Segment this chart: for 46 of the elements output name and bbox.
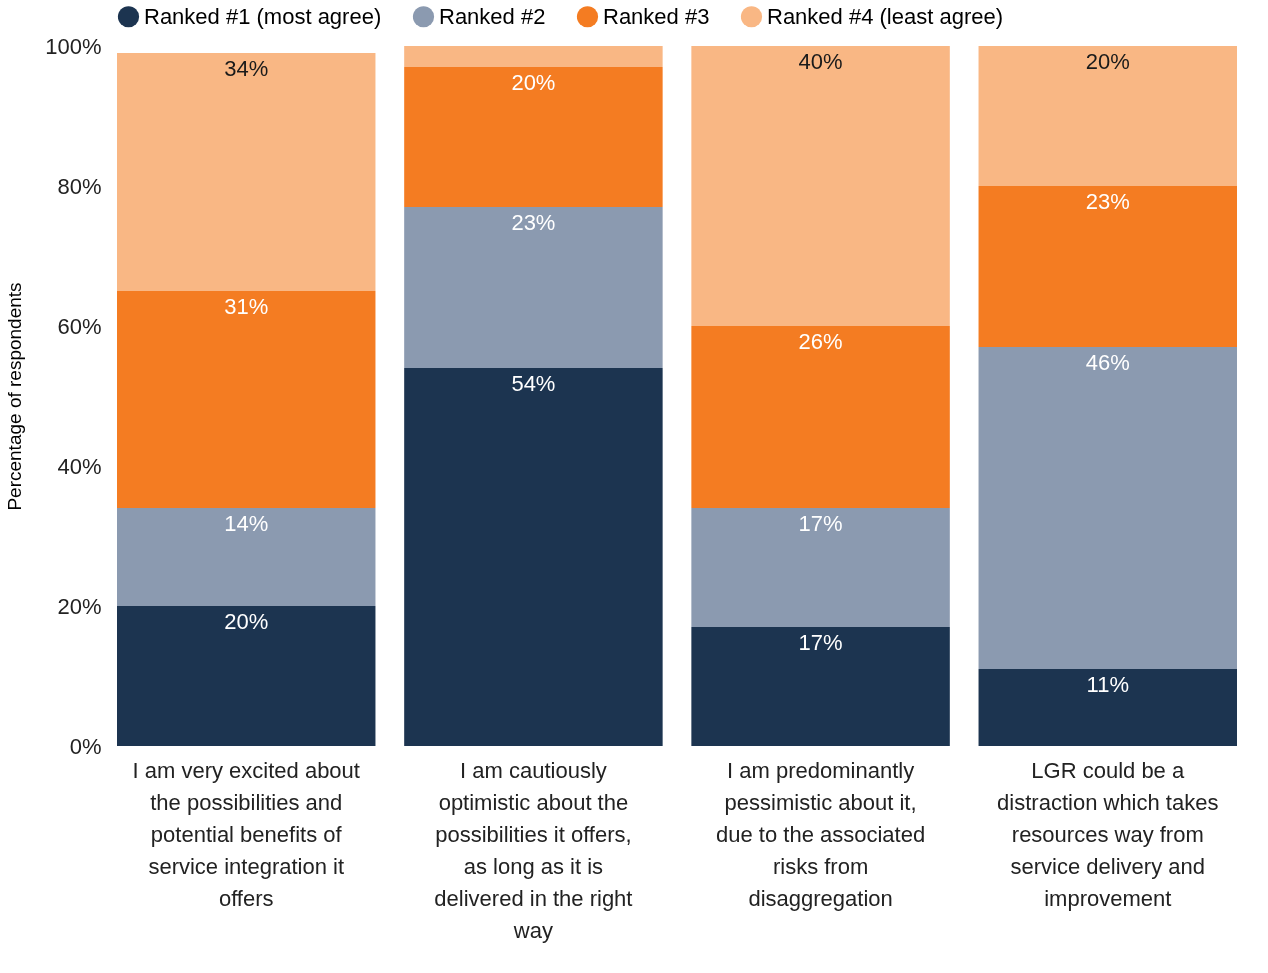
data-label: 20%: [511, 70, 556, 95]
y-axis-title: Percentage of respondents: [4, 282, 26, 511]
bar: [978, 46, 1237, 186]
bar: [691, 326, 950, 508]
data-label: 17%: [798, 511, 843, 536]
bar: [978, 669, 1237, 746]
legend-label: Ranked #3: [603, 3, 710, 29]
data-label: 40%: [798, 49, 843, 74]
bar: [978, 347, 1237, 669]
bar: [691, 508, 950, 627]
x-tick-label: LGR could be a distraction which takes resources way from service delivery and improvement: [997, 757, 1219, 911]
legend-label: Ranked #2: [439, 3, 546, 29]
x-tick-label: I am predominantly pessimistic about it, due to the associated risks from disaggregation: [716, 757, 926, 911]
legend-label: Ranked #1 (most agree): [144, 3, 382, 29]
bar: [404, 368, 663, 746]
y-tick-label: 100%: [45, 33, 102, 59]
data-label: 31%: [224, 294, 269, 319]
bar: [117, 508, 376, 606]
data-label: 11%: [1086, 672, 1129, 697]
y-tick-label: 80%: [57, 173, 102, 199]
data-label: 20%: [1085, 49, 1130, 74]
data-label: 54%: [511, 371, 556, 396]
bar: [691, 46, 950, 326]
y-tick-label: 40%: [57, 453, 102, 479]
data-label: 23%: [511, 210, 556, 235]
bar: [691, 627, 950, 746]
bar: [117, 606, 376, 746]
data-label: 26%: [798, 329, 843, 354]
bar: [404, 207, 663, 368]
data-label: 34%: [224, 56, 269, 81]
y-tick-label: 60%: [57, 313, 102, 339]
x-tick-label: I am cautiously optimistic about the possibilities it offers, as long as it is delivered in the right way: [434, 757, 633, 943]
y-tick-label: 20%: [57, 593, 102, 619]
data-label: 20%: [224, 609, 269, 634]
bar: [404, 46, 663, 67]
data-label: 46%: [1085, 350, 1130, 375]
bar: [978, 186, 1237, 347]
bar: [117, 53, 376, 291]
legend-label: Ranked #4 (least agree): [767, 3, 1004, 29]
bar: [404, 67, 663, 207]
data-label: 17%: [798, 630, 843, 655]
x-tick-label: I am very excited about the possibilities and potential benefits of service integration it offers: [132, 757, 360, 911]
y-tick-label: 0%: [69, 733, 102, 759]
data-label: 23%: [1085, 189, 1130, 214]
data-label: 14%: [224, 511, 269, 536]
bar: [117, 291, 376, 508]
